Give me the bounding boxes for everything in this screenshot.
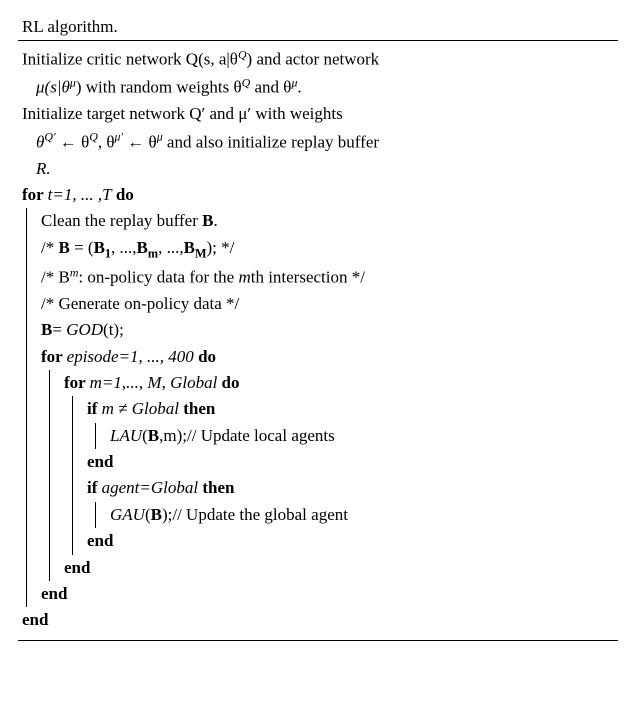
algo-line: R. [36,156,618,182]
algo-line: Clean the replay buffer B. [41,208,618,234]
algo-comment: /* Generate on-policy data */ [41,291,618,317]
if-block: LAU(B,m);// Update local agents [87,423,618,449]
algo-comment: /* Bm: on-policy data for the mth inters… [41,263,618,291]
algo-line: μ(s|θμ) with random weights θQ and θμ. [36,73,618,101]
algo-line: B= GOD(t); [41,317,618,343]
for-block: if m ≠ Global then LAU(B,m);// Update lo… [64,396,618,554]
for-header: for t=1, ... ,T do [22,182,618,208]
for-block: Clean the replay buffer B. /* B = (B1, .… [18,208,618,607]
algo-line: θQ′ ← θQ, θμ′ ← θμ and also initialize r… [36,128,618,156]
algo-line: Initialize target network Q′ and μ′ with… [22,101,618,127]
if-header: if agent=Global then [87,475,618,501]
rule-bottom [18,640,618,641]
algo-line: LAU(B,m);// Update local agents [110,423,618,449]
end-keyword: end [41,581,618,607]
for-header: for m=1,..., M, Global do [64,370,618,396]
rule-top [18,40,618,41]
algo-line: Initialize critic network Q(s, a|θQ) and… [22,45,618,73]
caption-tail: RL algorithm. [22,14,618,40]
end-keyword: end [87,528,618,554]
end-keyword: end [22,607,618,633]
if-block: GAU(B);// Update the global agent [87,502,618,528]
algo-comment: /* B = (B1, ...,Bm, ...,BM); */ [41,235,618,263]
for-block: for m=1,..., M, Global do if m ≠ Global … [41,370,618,581]
if-header: if m ≠ Global then [87,396,618,422]
end-keyword: end [64,555,618,581]
algo-line: GAU(B);// Update the global agent [110,502,618,528]
for-header: for episode=1, ..., 400 do [41,344,618,370]
end-keyword: end [87,449,618,475]
